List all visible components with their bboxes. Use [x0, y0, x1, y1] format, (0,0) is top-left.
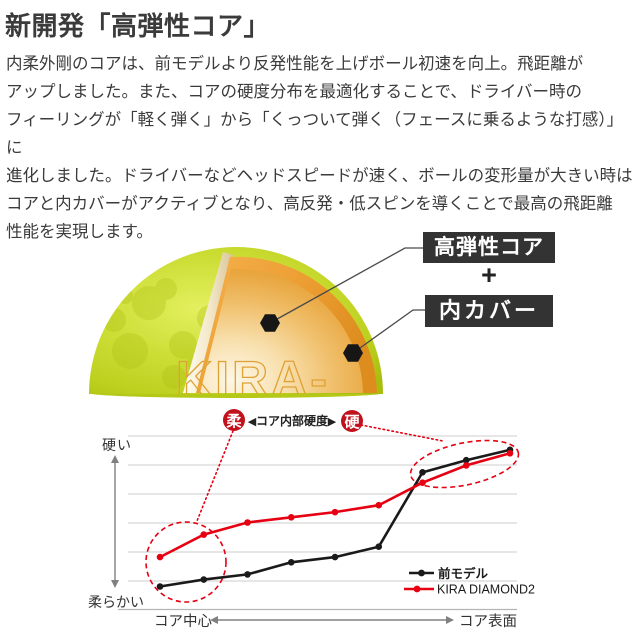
- series-point: [375, 543, 383, 551]
- core-center-dashed-circle: [145, 521, 227, 603]
- y-axis-top-label: 硬い: [102, 437, 132, 453]
- series-point: [419, 469, 426, 476]
- core-callout-label: 高弾性コア: [434, 236, 544, 259]
- series-point: [375, 501, 383, 509]
- page-title: 新開発「高弾性コア」: [5, 11, 271, 41]
- y-axis-bottom-label: 柔らかい: [88, 594, 144, 610]
- series-point: [419, 479, 426, 487]
- series-point: [244, 571, 251, 578]
- series-line: [159, 448, 511, 588]
- body-paragraph: 内柔外剛のコアは、前モデルより反発性能を上げボール初速を向上。飛距離が アップし…: [6, 55, 633, 241]
- hard-badge-label: 硬: [344, 414, 360, 431]
- series-kira-diamond2: [156, 450, 514, 561]
- core-surface-dashed-ellipse: [409, 439, 520, 489]
- x-axis-left-label: コア中心: [154, 613, 212, 630]
- cover-callout-box: 内カバー: [425, 295, 553, 327]
- soft-badge: [223, 409, 245, 431]
- ball-logo-text: KIRA-: [176, 351, 330, 407]
- legend-dot-prev-model: [418, 569, 425, 577]
- series-point: [156, 553, 164, 561]
- ball-core-layer: [200, 268, 363, 393]
- scale-label: コア内部硬度: [256, 413, 329, 428]
- cover-callout-label: 内カバー: [438, 298, 539, 323]
- core-callout-line: [269, 247, 423, 324]
- legend-label-kira-diamond2: KIRA DIAMOND2: [437, 583, 535, 597]
- x-axis-arrow: [210, 616, 454, 624]
- x-axis-right-label: コア表面: [459, 613, 517, 630]
- series-prev-model: [156, 446, 514, 590]
- hardness-scale-row: 柔 ◀ コア内部硬度 ▶ 硬: [223, 409, 363, 432]
- series-line: [159, 452, 511, 559]
- series-point: [244, 519, 251, 526]
- ball-illustration: KIRA-: [89, 247, 427, 407]
- soft-badge-label: 柔: [226, 413, 242, 430]
- series-point: [506, 450, 514, 457]
- legend-label-prev-model: 前モデル: [438, 566, 489, 581]
- cover-hexagon-marker-icon: [343, 344, 363, 362]
- series-point: [462, 456, 470, 464]
- cover-callout-line: [352, 309, 427, 354]
- series-point: [331, 553, 339, 561]
- soft-dotted-connector: [196, 430, 234, 522]
- core-hexagon-marker-icon: [260, 314, 280, 332]
- series-point: [331, 508, 339, 516]
- ball-cut-face: [183, 252, 233, 393]
- legend-dot-kira-diamond2: [413, 585, 421, 593]
- scale-left-arrow-icon: ◀: [248, 416, 257, 428]
- hardness-chart: 硬い 柔らかい 前モデル: [88, 424, 535, 630]
- series-point: [200, 576, 208, 583]
- series-point: [200, 531, 208, 538]
- chart-legend: 前モデル KIRA DIAMOND2: [404, 566, 535, 597]
- series-point: [156, 583, 164, 590]
- hard-dotted-connector: [360, 424, 444, 442]
- plus-sign: +: [481, 260, 497, 290]
- hard-badge: [341, 410, 363, 432]
- y-axis-arrow: [111, 455, 119, 588]
- series-point: [287, 514, 295, 521]
- core-callout-box: 高弾性コア: [423, 232, 555, 263]
- chart-annotations: [145, 424, 520, 603]
- series-point: [287, 558, 295, 566]
- series-point: [462, 462, 470, 469]
- scale-right-arrow-icon: ▶: [328, 416, 337, 428]
